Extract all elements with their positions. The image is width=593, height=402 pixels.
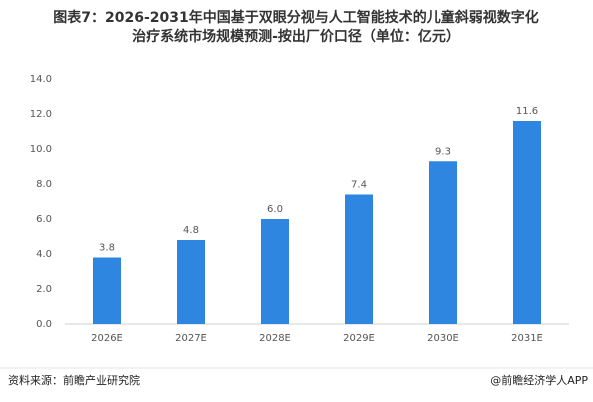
x-tick-label: 2026E xyxy=(91,333,123,344)
y-tick-label: 14.0 xyxy=(30,74,52,85)
bar xyxy=(177,240,205,324)
y-tick-label: 6.0 xyxy=(36,214,52,225)
value-label: 4.8 xyxy=(183,225,199,236)
y-tick-label: 10.0 xyxy=(30,144,52,155)
y-tick-label: 2.0 xyxy=(36,284,52,295)
source: 资料来源：前瞻产业研究院 xyxy=(8,373,140,387)
value-label: 3.8 xyxy=(99,243,115,254)
chart-title: 图表7：2026-2031年中国基于双眼分视与人工智能技术的儿童斜弱视数字化 xyxy=(53,9,538,26)
y-tick-label: 12.0 xyxy=(30,109,52,120)
credit: @前瞻经济学人APP xyxy=(490,373,588,387)
chart-title: 治疗系统市场规模预测-按出厂价口径（单位：亿元） xyxy=(132,28,460,45)
bar xyxy=(345,194,373,324)
bar xyxy=(513,121,541,324)
y-tick-label: 0.0 xyxy=(36,319,52,330)
bar xyxy=(261,219,289,324)
value-label: 7.4 xyxy=(351,180,367,191)
x-tick-label: 2027E xyxy=(175,333,207,344)
y-tick-label: 4.0 xyxy=(36,249,52,260)
bar xyxy=(429,161,457,324)
x-tick-label: 2030E xyxy=(427,333,459,344)
x-tick-label: 2028E xyxy=(259,333,291,344)
x-tick-label: 2031E xyxy=(511,333,543,344)
value-label: 9.3 xyxy=(435,146,451,157)
bar xyxy=(93,257,121,324)
value-label: 6.0 xyxy=(267,204,283,215)
value-label: 11.6 xyxy=(516,106,538,117)
x-tick-label: 2029E xyxy=(343,333,375,344)
y-tick-label: 8.0 xyxy=(36,179,52,190)
